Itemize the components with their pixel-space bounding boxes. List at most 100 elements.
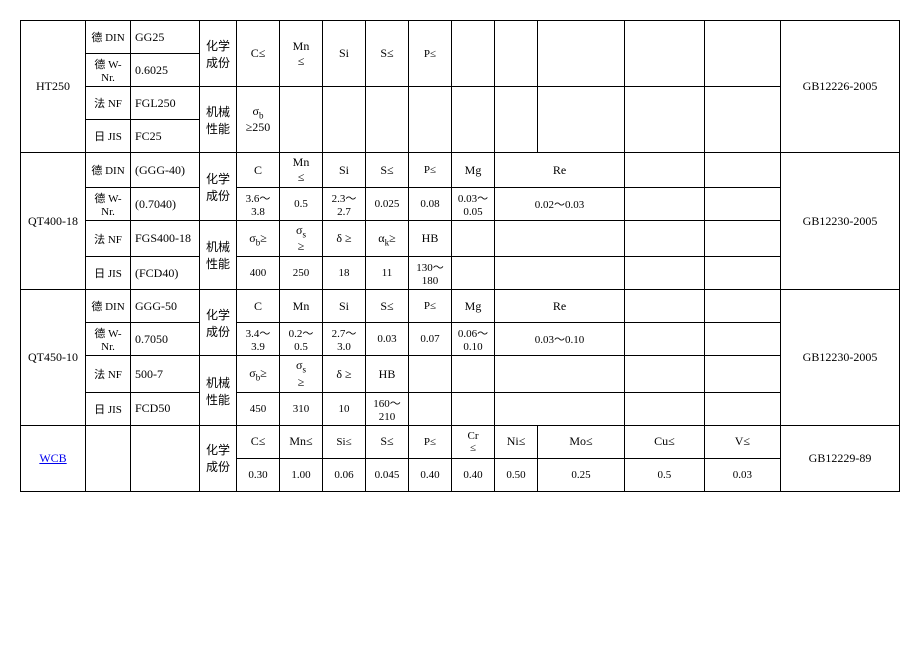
mech-label: 机械性能 bbox=[200, 87, 237, 153]
empty-cell bbox=[86, 425, 131, 491]
empty-cell bbox=[495, 392, 625, 425]
chem-label: 化学成份 bbox=[200, 21, 237, 87]
empty-cell bbox=[625, 221, 705, 257]
std-code: 0.6025 bbox=[131, 54, 200, 87]
std-code: (FCD40) bbox=[131, 257, 200, 290]
empty-cell bbox=[495, 87, 538, 153]
std-label: 日 JIS bbox=[86, 257, 131, 290]
mech-header: σs≥ bbox=[280, 356, 323, 392]
chem-header: S≤ bbox=[366, 21, 409, 87]
empty-cell bbox=[452, 356, 495, 392]
chem-value: 2.7～3.0 bbox=[323, 323, 366, 356]
std-code: 500-7 bbox=[131, 356, 200, 392]
chem-value: 1.00 bbox=[280, 458, 323, 491]
mech-value: 130～180 bbox=[409, 257, 452, 290]
chem-header: Mn bbox=[280, 290, 323, 323]
empty-cell bbox=[625, 257, 705, 290]
empty-cell bbox=[704, 221, 780, 257]
std-code: FGS400-18 bbox=[131, 221, 200, 257]
mech-header: σb≥250 bbox=[237, 87, 280, 153]
empty-cell bbox=[704, 392, 780, 425]
chem-header: S≤ bbox=[366, 153, 409, 188]
empty-cell bbox=[131, 425, 200, 491]
empty-cell bbox=[625, 188, 705, 221]
chem-header: Mg bbox=[452, 290, 495, 323]
empty-cell bbox=[704, 21, 780, 87]
empty-cell bbox=[625, 290, 705, 323]
chem-header: S≤ bbox=[366, 290, 409, 323]
chem-value: 0.2～0.5 bbox=[280, 323, 323, 356]
empty-cell bbox=[452, 257, 495, 290]
chem-value: 2.3～2.7 bbox=[323, 188, 366, 221]
std-label: 德 DIN bbox=[86, 290, 131, 323]
empty-cell bbox=[625, 323, 705, 356]
std-code: (GGG-40) bbox=[131, 153, 200, 188]
std-code: GG25 bbox=[131, 21, 200, 54]
chem-header: Mo≤ bbox=[538, 425, 625, 458]
chem-value: 0.5 bbox=[280, 188, 323, 221]
std-code: FCD50 bbox=[131, 392, 200, 425]
chem-value: 0.5 bbox=[625, 458, 705, 491]
chem-header: Si bbox=[323, 21, 366, 87]
empty-cell bbox=[495, 356, 625, 392]
chem-value: 0.02～0.03 bbox=[495, 188, 625, 221]
chem-header: Si≤ bbox=[323, 425, 366, 458]
chem-value: 0.40 bbox=[452, 458, 495, 491]
material-wcb[interactable]: WCB bbox=[21, 425, 86, 491]
empty-cell bbox=[409, 87, 452, 153]
chem-value: 0.025 bbox=[366, 188, 409, 221]
chem-header: S≤ bbox=[366, 425, 409, 458]
empty-cell bbox=[538, 87, 625, 153]
mech-value: 160～210 bbox=[366, 392, 409, 425]
empty-cell bbox=[495, 257, 625, 290]
std-label: 日 JIS bbox=[86, 120, 131, 153]
chem-value: 3.4～3.9 bbox=[237, 323, 280, 356]
chem-header: Si bbox=[323, 290, 366, 323]
mech-value: 10 bbox=[323, 392, 366, 425]
empty-cell bbox=[704, 323, 780, 356]
std-label: 法 NF bbox=[86, 356, 131, 392]
std-label: 法 NF bbox=[86, 87, 131, 120]
empty-cell bbox=[625, 392, 705, 425]
empty-cell bbox=[704, 356, 780, 392]
mech-header: HB bbox=[409, 221, 452, 257]
mech-value: 250 bbox=[280, 257, 323, 290]
chem-header: Mn≤ bbox=[280, 153, 323, 188]
gb-standard: GB12230-2005 bbox=[781, 290, 900, 425]
empty-cell bbox=[366, 87, 409, 153]
chem-header: P≤ bbox=[409, 21, 452, 87]
empty-cell bbox=[625, 356, 705, 392]
mech-header: δ ≥ bbox=[323, 221, 366, 257]
mech-value: 400 bbox=[237, 257, 280, 290]
chem-header: Re bbox=[495, 290, 625, 323]
empty-cell bbox=[452, 87, 495, 153]
material-ht250: HT250 bbox=[21, 21, 86, 153]
chem-value: 0.03～0.10 bbox=[495, 323, 625, 356]
empty-cell bbox=[538, 21, 625, 87]
chem-header: C≤ bbox=[237, 21, 280, 87]
chem-value: 0.08 bbox=[409, 188, 452, 221]
chem-header: Mn≤ bbox=[280, 425, 323, 458]
chem-header: Cr≤ bbox=[452, 425, 495, 458]
mech-header: αk≥ bbox=[366, 221, 409, 257]
chem-value: 0.50 bbox=[495, 458, 538, 491]
empty-cell bbox=[704, 188, 780, 221]
std-label: 德 W-Nr. bbox=[86, 188, 131, 221]
mech-value: 18 bbox=[323, 257, 366, 290]
empty-cell bbox=[452, 392, 495, 425]
chem-header: P≤ bbox=[409, 153, 452, 188]
chem-value: 0.40 bbox=[409, 458, 452, 491]
empty-cell bbox=[625, 87, 705, 153]
std-label: 日 JIS bbox=[86, 392, 131, 425]
chem-value: 0.03～0.05 bbox=[452, 188, 495, 221]
mech-header: σb≥ bbox=[237, 356, 280, 392]
chem-header: V≤ bbox=[704, 425, 780, 458]
std-code: 0.7050 bbox=[131, 323, 200, 356]
gb-standard: GB12226-2005 bbox=[781, 21, 900, 153]
empty-cell bbox=[704, 87, 780, 153]
mech-value: 450 bbox=[237, 392, 280, 425]
std-code: GGG-50 bbox=[131, 290, 200, 323]
empty-cell bbox=[625, 21, 705, 87]
chem-label: 化学成份 bbox=[200, 425, 237, 491]
empty-cell bbox=[409, 356, 452, 392]
